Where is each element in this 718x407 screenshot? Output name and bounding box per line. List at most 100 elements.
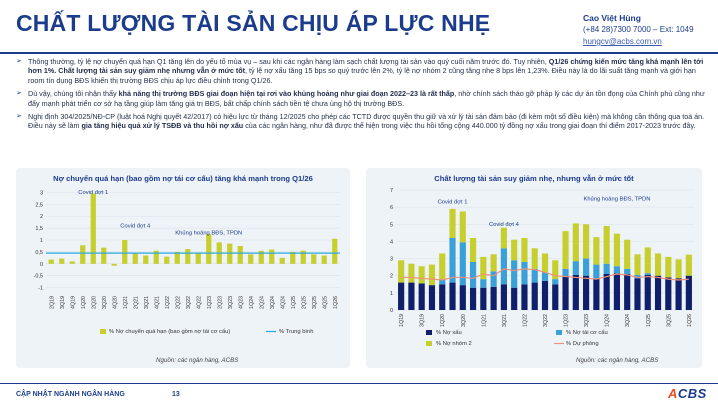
bar: [59, 258, 65, 264]
legend-label: % Trung bình: [279, 329, 313, 335]
x-tick-label: 3Q23: [584, 314, 590, 327]
x-tick-label: 1Q21: [481, 314, 487, 327]
footer-section: CẬP NHẬT NGÀNH NGÂN HÀNG: [16, 391, 125, 398]
stacked-bar-segment: [552, 260, 559, 280]
bar: [48, 259, 54, 264]
x-tick-label: 1Q24: [249, 296, 255, 309]
stacked-bar-segment: [552, 279, 559, 285]
stacked-bar-segment: [685, 254, 692, 276]
bar: [69, 261, 75, 264]
stacked-bar-segment: [562, 275, 569, 310]
bullet-1: ➢ Thông thường, tỷ lệ nợ chuyển quá hạn …: [16, 57, 706, 85]
bar: [248, 254, 254, 264]
bar: [269, 249, 275, 264]
y-tick-label: 5: [390, 222, 393, 228]
x-tick-label: 2Q21: [133, 296, 139, 309]
x-tick-label: 3Q19: [60, 296, 66, 309]
x-tick-label: 2Q24: [259, 296, 265, 309]
stacked-bar-segment: [511, 287, 518, 310]
bullet-1-text-a: Thông thường, tỷ lệ nợ chuyển quá hạn Q1…: [28, 57, 549, 66]
stacked-bar-segment: [541, 280, 549, 310]
stacked-bar-segment: [428, 285, 436, 310]
x-tick-label: 4Q22: [196, 296, 202, 309]
page-title: CHẤT LƯỢNG TÀI SẢN CHỊU ÁP LỰC NHẸ: [16, 10, 491, 36]
legend-label: % Nợ nhóm 2: [436, 341, 472, 347]
x-tick-label: 3Q21: [502, 314, 508, 327]
bullet-3-text-a: Nghị định 304/2025/NĐ-CP (luật hoá Nghị …: [28, 112, 705, 131]
bar: [237, 245, 243, 264]
chart-overdue-loans: -1 -0,5 0 0,5 1 1,5 2 2,5 3 2Q19 3Q19 4Q19 1Q20 2Q20 3…: [34, 190, 340, 335]
chart-title-overdue: Nợ chuyển quá hạn (bao gồm nợ tái cơ cấu…: [53, 174, 313, 183]
bar: [206, 234, 212, 264]
y-tick-label: 0: [390, 308, 393, 314]
stacked-bar-segment: [459, 285, 466, 310]
stacked-bar-segment: [624, 239, 631, 269]
chart-panel-asset-quality: Chất lượng tài sản suy giảm nhẹ, nhưng v…: [366, 168, 702, 368]
x-tick-label: 4Q21: [154, 296, 160, 309]
stacked-bar-segment: [531, 268, 538, 283]
x-tick-label: 1Q19: [399, 314, 405, 327]
bullet-1-text-b: , tỷ lệ nợ xấu tăng 15 bps so quý trước …: [28, 66, 696, 85]
bar: [332, 238, 338, 264]
header-divider: [0, 52, 718, 54]
stacked-bar-segment: [562, 268, 569, 276]
analyst-name: Cao Việt Hùng: [583, 13, 641, 23]
stacked-bar-segment: [398, 282, 405, 310]
bar: [143, 255, 149, 264]
stacked-bar-segment: [521, 262, 528, 285]
stacked-bar-segment: [634, 278, 641, 310]
stacked-bar-segment: [541, 272, 549, 281]
stacked-bar-segment: [418, 266, 425, 284]
stacked-bar-segment: [449, 208, 456, 238]
bar: [153, 250, 159, 264]
x-tick-label: 3Q24: [270, 296, 276, 309]
x-tick-label: 3Q20: [102, 296, 108, 309]
stacked-bar-segment: [603, 263, 610, 274]
stacked-bar-segment: [490, 271, 497, 287]
legend-swatch: [100, 329, 106, 334]
stacked-bar-segment: [408, 263, 415, 283]
stacked-bar-segment: [541, 253, 549, 273]
x-tick-label: 2Q19: [49, 296, 55, 309]
bullet-1-bold: Q1/26 chứng kiến mức tăng khá mạnh lên t…: [28, 57, 704, 76]
stacked-bar-segment: [644, 273, 651, 275]
bar: [122, 240, 128, 264]
stacked-bar-segment: [572, 261, 579, 275]
stacked-bar-segment: [572, 223, 579, 262]
x-tick-label: 1Q24: [605, 314, 611, 327]
chart-annotation: Covid đợt 4: [120, 223, 151, 229]
bullet-2-bold: khả năng thị trường BĐS giai đoạn hiện t…: [118, 89, 455, 99]
x-tick-label: 1Q26: [333, 296, 339, 309]
chart-title-asset-quality: Chất lượng tài sản suy giảm nhẹ, nhưng v…: [434, 174, 634, 183]
stacked-bar-segment: [490, 254, 497, 272]
logo-letters: CBS: [677, 386, 707, 401]
y-tick-label: -1: [38, 286, 43, 292]
y-tick-label: 0,5: [35, 250, 43, 256]
stacked-bar-segment: [521, 238, 528, 262]
legend-label: % Nợ xấu: [436, 330, 462, 336]
legend-label: % Dự phòng: [566, 341, 599, 347]
analyst-email-link[interactable]: hungcv@acbs.com.vn: [583, 37, 662, 46]
stacked-bar-segment: [469, 262, 477, 288]
stacked-bar-segment: [624, 268, 631, 274]
y-tick-label: -0,5: [34, 274, 43, 280]
x-tick-label: 2Q20: [91, 296, 97, 309]
bar: [111, 263, 117, 266]
bar: [290, 251, 296, 264]
x-tick-label: 4Q20: [112, 296, 118, 309]
x-tick-label: 1Q22: [522, 314, 528, 327]
x-tick-label: 1Q25: [646, 314, 652, 327]
stacked-bar-segment: [500, 248, 507, 285]
x-tick-label: 3Q25: [312, 296, 318, 309]
stacked-bar-segment: [613, 266, 621, 274]
stacked-bar-segment: [439, 279, 446, 285]
stacked-bar-segment: [593, 237, 600, 265]
y-tick-label: 6: [390, 205, 393, 211]
acbs-logo: ACBS: [668, 386, 707, 401]
legend-swatch: [556, 330, 562, 335]
chart-asset-quality: 0 1 2 3 4 5 6 7 1Q19 3Q19 1Q20 3Q20 1Q21 3Q21 1Q22 3Q22…: [390, 188, 694, 347]
x-tick-label: 1Q21: [123, 296, 129, 309]
stacked-bar-segment: [624, 274, 631, 310]
stacked-bar-segment: [480, 279, 487, 288]
stacked-bar-segment: [685, 275, 692, 310]
